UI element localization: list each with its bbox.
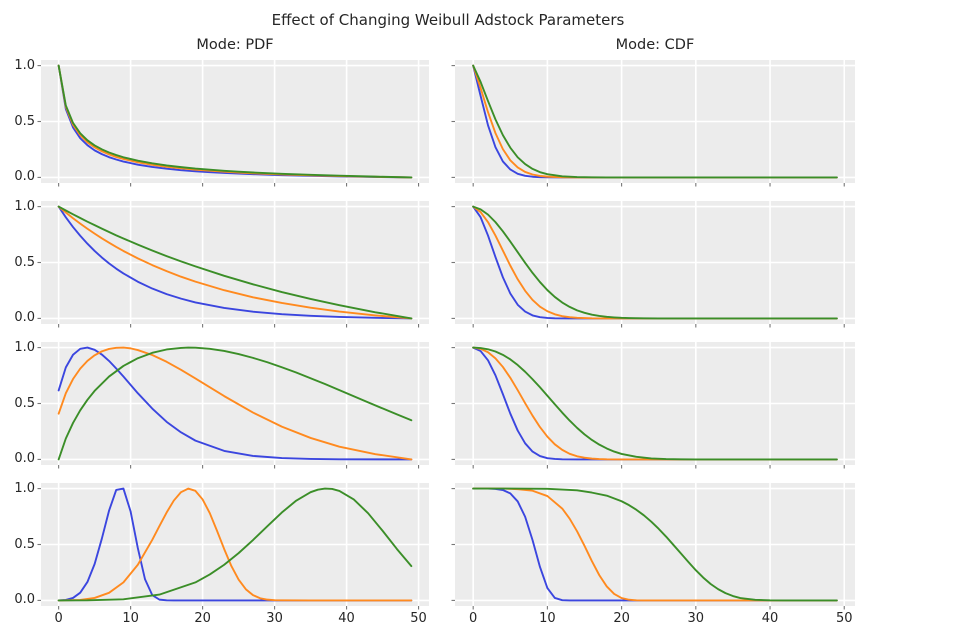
series-line-green [57, 205, 413, 320]
y-tick-label: 0.0 [14, 310, 35, 326]
series-line-green [57, 487, 413, 602]
series-line-green [57, 346, 413, 461]
series-line-blue [57, 487, 413, 602]
x-tick-label: 0 [54, 611, 63, 626]
subplot-column-title-pdf: Mode: PDF [196, 37, 274, 53]
y-tick-label: 1.0 [14, 57, 35, 73]
series-line-green [57, 64, 413, 179]
series-line-orange [472, 487, 838, 602]
y-tick-label: 1.0 [14, 339, 35, 355]
x-tick-label: 50 [410, 611, 427, 626]
subplot-column-title-cdf: Mode: CDF [615, 37, 695, 53]
series-line-orange [472, 205, 838, 320]
x-tick-label: 50 [835, 611, 853, 626]
x-tick-label: 30 [687, 611, 705, 626]
y-tick-label: 0.5 [14, 113, 35, 129]
y-tick-label: 0.5 [14, 536, 35, 552]
y-tick-label: 0.0 [14, 451, 35, 467]
subplot-row2-cdf [451, 201, 855, 328]
series-line-blue [57, 346, 413, 461]
series-line-blue [472, 205, 838, 320]
series-line-green [472, 346, 838, 461]
x-tick-label: 20 [613, 611, 630, 626]
series-line-orange [57, 487, 413, 602]
x-tick-label: 0 [469, 611, 478, 626]
subplot-row1-cdf [451, 60, 855, 187]
subplot-row3-pdf [37, 342, 429, 469]
y-tick-label: 0.0 [14, 592, 35, 608]
x-tick-label: 40 [761, 611, 779, 626]
x-tick-label: 30 [266, 611, 283, 626]
series-line-green [472, 487, 838, 602]
x-tick-label: 10 [122, 611, 139, 626]
subplot-row2-pdf [37, 201, 429, 328]
figure-title: Effect of Changing Weibull Adstock Param… [271, 11, 625, 29]
series-line-orange [57, 205, 413, 320]
y-tick-label: 0.5 [14, 254, 35, 270]
x-tick-label: 10 [539, 611, 556, 626]
series-line-blue [57, 205, 413, 320]
series-line-green [472, 64, 838, 179]
subplot-row4-cdf [451, 483, 855, 610]
subplot-row1-pdf [37, 60, 429, 187]
y-tick-label: 1.0 [14, 480, 35, 496]
series-line-orange [472, 346, 838, 461]
subplot-row3-cdf [451, 342, 855, 469]
x-tick-label: 40 [338, 611, 355, 626]
subplot-row4-pdf [37, 483, 429, 610]
y-tick-label: 0.5 [14, 395, 35, 411]
y-tick-label: 1.0 [14, 198, 35, 214]
x-tick-label: 20 [194, 611, 211, 626]
series-line-green [472, 205, 838, 320]
series-line-blue [472, 346, 838, 461]
series-line-orange [57, 346, 413, 461]
y-tick-label: 0.0 [14, 169, 35, 185]
series-line-orange [472, 64, 838, 179]
